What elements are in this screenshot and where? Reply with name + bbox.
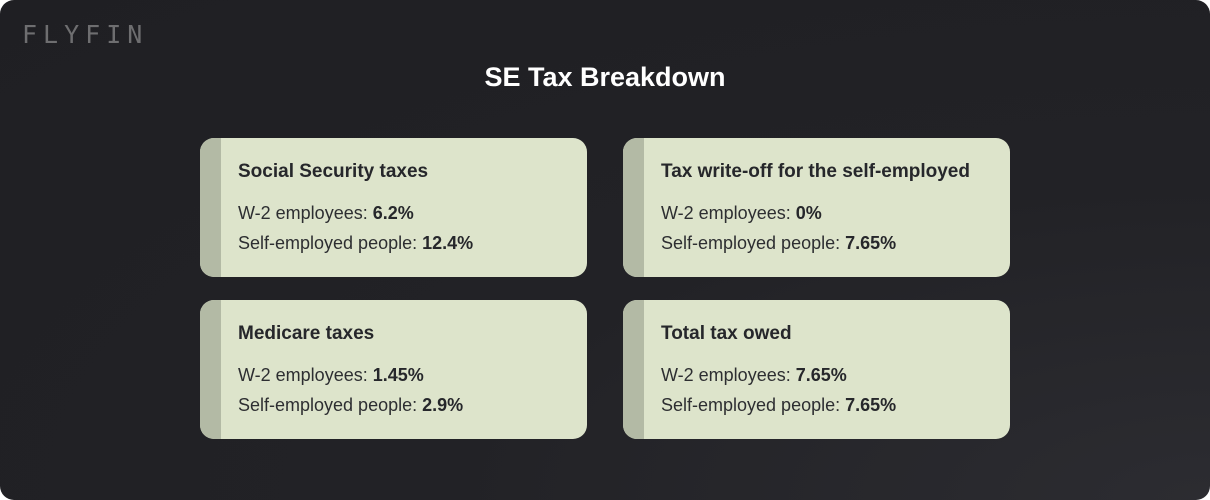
se-label: Self-employed people: [238, 233, 423, 253]
w2-value: 7.65% [795, 365, 847, 385]
w2-label: W-2 employees: [661, 203, 796, 223]
page-title: SE Tax Breakdown [484, 62, 726, 92]
w2-label: W-2 employees: [238, 365, 373, 385]
se-label: Self-employed people: [661, 233, 846, 253]
se-label: Self-employed people: [661, 395, 846, 415]
w2-line: W-2 employees: 6.2% [238, 203, 414, 224]
w2-value: 6.2% [372, 203, 414, 223]
card-accent-strip [623, 138, 644, 277]
se-value: 12.4% [422, 233, 474, 253]
card-accent-strip [200, 138, 221, 277]
se-line: Self-employed people: 2.9% [238, 395, 463, 416]
se-value: 2.9% [422, 395, 464, 415]
w2-value: 1.45% [372, 365, 424, 385]
flyfin-logo: FLYFIN [22, 20, 149, 49]
w2-value: 0% [795, 203, 822, 223]
w2-label: W-2 employees: [661, 365, 796, 385]
w2-line: W-2 employees: 0% [661, 203, 822, 224]
se-label: Self-employed people: [238, 395, 423, 415]
card-social-security: Social Security taxes W-2 employees: 6.2… [200, 138, 587, 277]
se-line: Self-employed people: 12.4% [238, 233, 473, 254]
card-heading: Social Security taxes [238, 161, 429, 182]
w2-label: W-2 employees: [238, 203, 373, 223]
card-heading: Total tax owed [661, 323, 792, 344]
card-accent-strip [623, 300, 644, 439]
card-tax-write-off: Tax write-off for the self-employed W-2 … [623, 138, 1010, 277]
card-medicare: Medicare taxes W-2 employees: 1.45% Self… [200, 300, 587, 439]
w2-line: W-2 employees: 1.45% [238, 365, 424, 386]
se-value: 7.65% [845, 233, 897, 253]
card-accent-strip [200, 300, 221, 439]
se-line: Self-employed people: 7.65% [661, 233, 896, 254]
card-heading: Tax write-off for the self-employed [661, 161, 970, 182]
se-line: Self-employed people: 7.65% [661, 395, 896, 416]
card-total-tax-owed: Total tax owed W-2 employees: 7.65% Self… [623, 300, 1010, 439]
card-heading: Medicare taxes [238, 323, 375, 344]
w2-line: W-2 employees: 7.65% [661, 365, 847, 386]
se-value: 7.65% [845, 395, 897, 415]
